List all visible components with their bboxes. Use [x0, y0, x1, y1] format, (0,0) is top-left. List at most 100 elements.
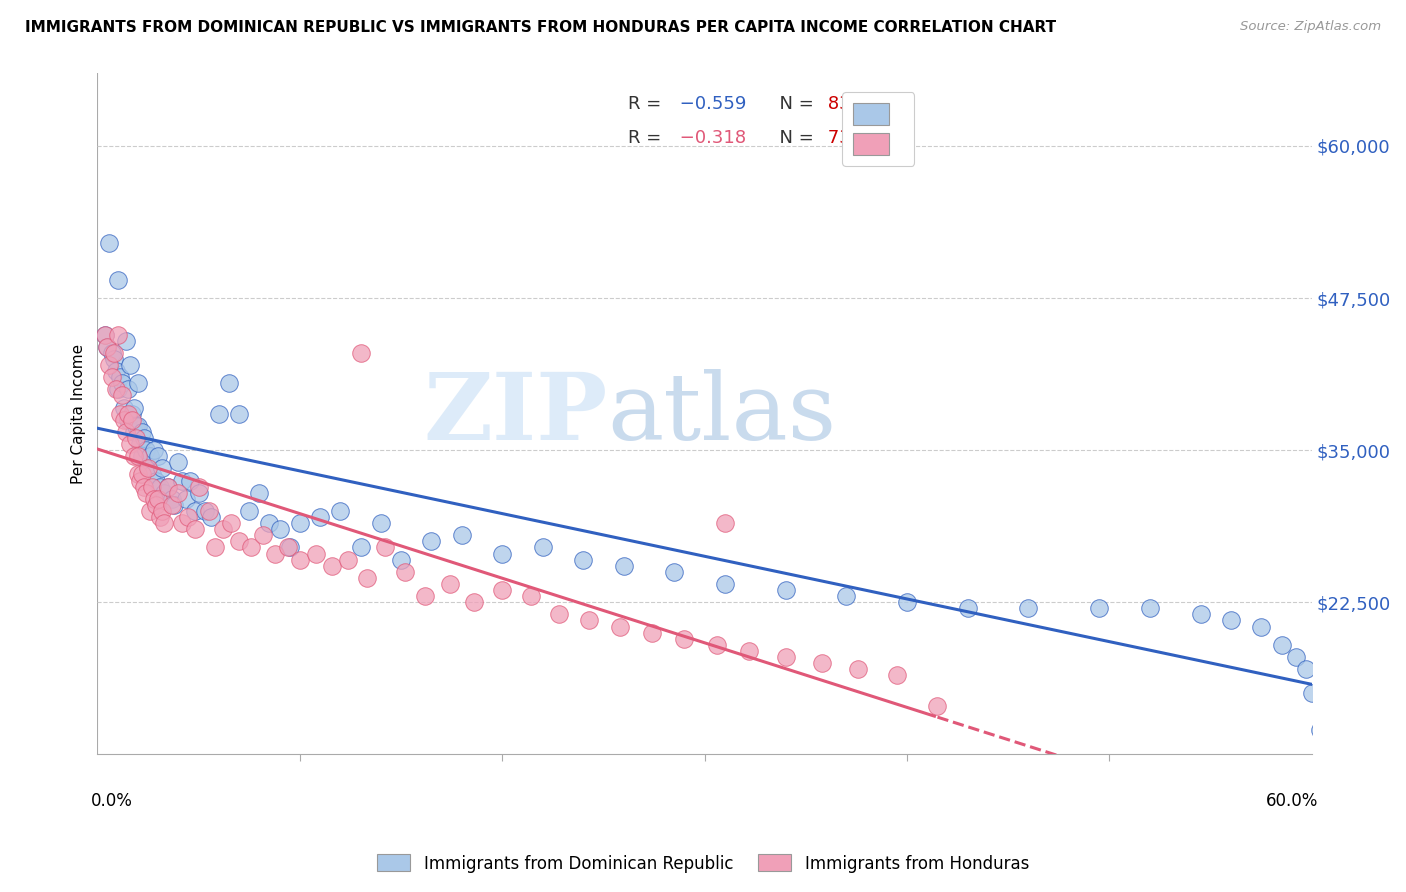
Legend: Immigrants from Dominican Republic, Immigrants from Honduras: Immigrants from Dominican Republic, Immi…	[370, 847, 1036, 880]
Point	[127, 467, 149, 482]
Text: R =: R =	[628, 128, 661, 147]
Point	[153, 516, 176, 530]
Point	[356, 571, 378, 585]
Point	[848, 662, 870, 676]
Text: 73: 73	[823, 128, 851, 147]
Point	[157, 480, 180, 494]
Point	[218, 376, 240, 391]
Point	[114, 425, 136, 439]
Text: 83: 83	[823, 95, 851, 112]
Text: ZIP: ZIP	[423, 368, 607, 458]
Text: IMMIGRANTS FROM DOMINICAN REPUBLIC VS IMMIGRANTS FROM HONDURAS PER CAPITA INCOME: IMMIGRANTS FROM DOMINICAN REPUBLIC VS IM…	[25, 20, 1056, 35]
Point	[609, 619, 631, 633]
Point	[135, 443, 157, 458]
Point	[112, 401, 135, 415]
Point	[187, 480, 209, 494]
Point	[94, 327, 117, 342]
Point	[96, 340, 118, 354]
Point	[98, 358, 121, 372]
Point	[177, 510, 200, 524]
Point	[277, 541, 299, 555]
Point	[491, 547, 513, 561]
Point	[139, 449, 162, 463]
Point	[143, 443, 166, 458]
Point	[132, 431, 155, 445]
Point	[114, 334, 136, 348]
Legend: , : ,	[842, 92, 914, 166]
Point	[146, 491, 169, 506]
Point	[112, 413, 135, 427]
Point	[1018, 601, 1040, 615]
Point	[146, 449, 169, 463]
Point	[1309, 723, 1331, 737]
Point	[104, 382, 127, 396]
Point	[108, 370, 131, 384]
Point	[136, 461, 159, 475]
Text: N =: N =	[768, 128, 814, 147]
Point	[141, 480, 163, 494]
Point	[1285, 650, 1308, 665]
Point	[305, 547, 328, 561]
Text: −0.559: −0.559	[675, 95, 747, 112]
Point	[176, 491, 198, 506]
Point	[835, 589, 858, 603]
Point	[135, 485, 157, 500]
Point	[131, 425, 153, 439]
Point	[157, 480, 180, 494]
Point	[706, 638, 728, 652]
Point	[145, 474, 167, 488]
Point	[167, 455, 190, 469]
Point	[122, 449, 145, 463]
Text: −0.318: −0.318	[675, 128, 747, 147]
Point	[139, 504, 162, 518]
Point	[259, 516, 281, 530]
Text: 0.0%: 0.0%	[91, 792, 134, 810]
Point	[117, 407, 139, 421]
Point	[121, 413, 143, 427]
Point	[122, 425, 145, 439]
Point	[927, 698, 949, 713]
Point	[886, 668, 908, 682]
Point	[100, 370, 122, 384]
Point	[240, 541, 263, 555]
Point	[118, 358, 141, 372]
Point	[349, 346, 371, 360]
Point	[531, 541, 554, 555]
Point	[131, 467, 153, 482]
Point	[1219, 614, 1241, 628]
Text: N =: N =	[768, 95, 814, 112]
Point	[896, 595, 918, 609]
Point	[131, 449, 153, 463]
Point	[1295, 662, 1317, 676]
Point	[278, 541, 301, 555]
Point	[321, 558, 343, 573]
Point	[714, 577, 737, 591]
Point	[153, 485, 176, 500]
Point	[141, 467, 163, 482]
Point	[370, 516, 392, 530]
Point	[775, 650, 797, 665]
Point	[121, 407, 143, 421]
Point	[197, 504, 219, 518]
Point	[1270, 638, 1292, 652]
Point	[107, 327, 129, 342]
Point	[187, 485, 209, 500]
Text: 60.0%: 60.0%	[1265, 792, 1317, 810]
Point	[183, 504, 205, 518]
Point	[127, 418, 149, 433]
Point	[664, 565, 686, 579]
Point	[162, 491, 184, 506]
Point	[179, 474, 201, 488]
Point	[98, 236, 121, 251]
Point	[107, 382, 129, 396]
Point	[1250, 619, 1272, 633]
Point	[103, 351, 125, 366]
Point	[1139, 601, 1161, 615]
Point	[117, 382, 139, 396]
Point	[463, 595, 485, 609]
Point	[714, 516, 737, 530]
Point	[811, 656, 834, 670]
Point	[1088, 601, 1111, 615]
Point	[1301, 686, 1323, 700]
Point	[118, 437, 141, 451]
